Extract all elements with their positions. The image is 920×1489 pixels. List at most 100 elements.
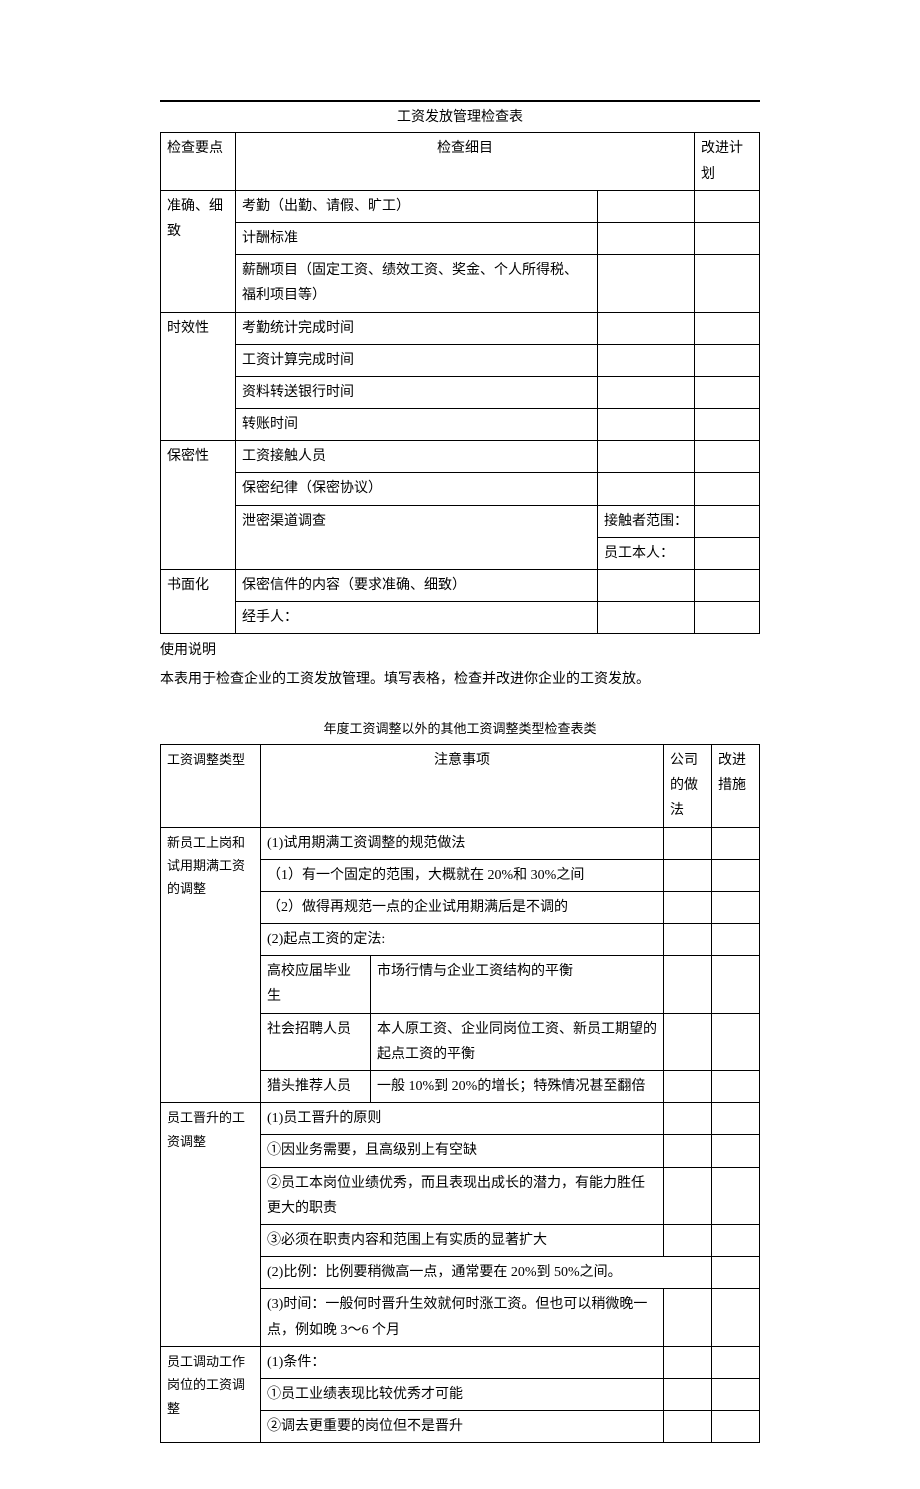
cell (695, 473, 760, 505)
cell: 社会招聘人员 (261, 1013, 371, 1070)
s2-key: 员工晋升的工资调整 (161, 1103, 261, 1347)
cell: ②调去更重要的岗位但不是晋升 (261, 1411, 664, 1443)
cell (664, 859, 712, 891)
table-row: 时效性 考勤统计完成时间 (161, 312, 760, 344)
s3-key: 员工调动工作岗位的工资调整 (161, 1346, 261, 1443)
cell: 泄密渠道调查 (236, 505, 598, 569)
cell: 工资接触人员 (236, 441, 598, 473)
cell: 本人原工资、企业同岗位工资、新员工期望的起点工资的平衡 (371, 1013, 664, 1070)
cell: 猎头推荐人员 (261, 1071, 371, 1103)
cell (598, 602, 695, 634)
cell (664, 1289, 712, 1346)
t2-h5: 改进措施 (712, 744, 760, 827)
cell: 计酬标准 (236, 222, 598, 254)
cell (695, 376, 760, 408)
cell: 保密信件的内容（要求准确、细致） (236, 570, 598, 602)
cell (598, 441, 695, 473)
cell (695, 344, 760, 376)
t1-h4: 改进计划 (695, 133, 760, 190)
cell (598, 344, 695, 376)
table-row: 员工调动工作岗位的工资调整 (1)条件： (161, 1346, 760, 1378)
cell (712, 956, 760, 1013)
cell: （2）做得再规范一点的企业试用期满后是不调的 (261, 891, 664, 923)
table-row: 资料转送银行时间 (161, 376, 760, 408)
cell (712, 1378, 760, 1410)
cell (712, 1257, 760, 1289)
top-rule (160, 100, 760, 102)
table2-title: 年度工资调整以外的其他工资调整类型检查表类 (160, 719, 760, 740)
cell (664, 1346, 712, 1378)
g4-key: 书面化 (161, 570, 236, 634)
cell: 保密纪律（保密协议） (236, 473, 598, 505)
cell: ①员工业绩表现比较优秀才可能 (261, 1378, 664, 1410)
t1-h2: 检查细目 (236, 133, 695, 190)
cell (598, 190, 695, 222)
cell (712, 1224, 760, 1256)
cell (664, 891, 712, 923)
cell: (3)时间：一般何时晋升生效就何时涨工资。但也可以稍微晚一点，例如晚 3～6 个… (261, 1289, 664, 1346)
cell (598, 376, 695, 408)
cell (695, 190, 760, 222)
cell (712, 827, 760, 859)
cell: 经手人： (236, 602, 598, 634)
t2-h2: 注意事项 (261, 744, 664, 827)
cell: (2)起点工资的定法: (261, 924, 664, 956)
cell: (2)比例：比例要稍微高一点，通常要在 20%到 50%之间。 (261, 1257, 712, 1289)
cell (712, 859, 760, 891)
g2-key: 时效性 (161, 312, 236, 441)
cell (695, 505, 760, 537)
table-row: 保密性 工资接触人员 (161, 441, 760, 473)
note2: 本表用于检查企业的工资发放管理。填写表格，检查并改进你企业的工资发放。 (160, 669, 760, 691)
cell: 转账时间 (236, 409, 598, 441)
t2-h1: 工资调整类型 (161, 744, 261, 827)
t1-h1: 检查要点 (161, 133, 236, 190)
table-row: 保密纪律（保密协议） (161, 473, 760, 505)
g1-key: 准确、细致 (161, 190, 236, 312)
cell (664, 1224, 712, 1256)
cell: (1)员工晋升的原则 (261, 1103, 664, 1135)
s1-key: 新员工上岗和试用期满工资的调整 (161, 827, 261, 1103)
cell: ③必须在职责内容和范围上有实质的显著扩大 (261, 1224, 664, 1256)
cell (664, 1411, 712, 1443)
cell (598, 222, 695, 254)
cell (712, 891, 760, 923)
cell: 工资计算完成时间 (236, 344, 598, 376)
cell (695, 602, 760, 634)
cell (712, 1071, 760, 1103)
cell (664, 1103, 712, 1135)
table-row: 工资计算完成时间 (161, 344, 760, 376)
table-row: 薪酬项目（固定工资、绩效工资、奖金、个人所得税、福利项目等） (161, 255, 760, 312)
cell: 考勤统计完成时间 (236, 312, 598, 344)
cell (695, 255, 760, 312)
cell (712, 1167, 760, 1224)
table-row: 转账时间 (161, 409, 760, 441)
cell (695, 537, 760, 569)
table2: 工资调整类型 注意事项 公司的做法 改进措施 新员工上岗和试用期满工资的调整 (… (160, 744, 760, 1443)
cell: (1)条件： (261, 1346, 664, 1378)
table-row: 经手人： (161, 602, 760, 634)
cell (712, 1346, 760, 1378)
cell: 一般 10%到 20%的增长；特殊情况甚至翻倍 (371, 1071, 664, 1103)
note1: 使用说明 (160, 640, 760, 662)
cell (695, 441, 760, 473)
cell (598, 570, 695, 602)
table1-title: 工资发放管理检查表 (160, 104, 760, 132)
cell: 考勤（出勤、请假、旷工） (236, 190, 598, 222)
cell (712, 924, 760, 956)
cell (598, 312, 695, 344)
cell: 接触者范围： (598, 505, 695, 537)
cell: （1）有一个固定的范围，大概就在 20%和 30%之间 (261, 859, 664, 891)
table-row: 书面化 保密信件的内容（要求准确、细致） (161, 570, 760, 602)
cell (712, 1013, 760, 1070)
g3-key: 保密性 (161, 441, 236, 570)
cell (712, 1135, 760, 1167)
table-row: 泄密渠道调查接触者范围： (161, 505, 760, 537)
table-row: 准确、细致 考勤（出勤、请假、旷工） (161, 190, 760, 222)
cell (664, 1135, 712, 1167)
cell: 资料转送银行时间 (236, 376, 598, 408)
cell (664, 1167, 712, 1224)
cell (712, 1289, 760, 1346)
cell (712, 1411, 760, 1443)
cell (664, 827, 712, 859)
cell (664, 924, 712, 956)
